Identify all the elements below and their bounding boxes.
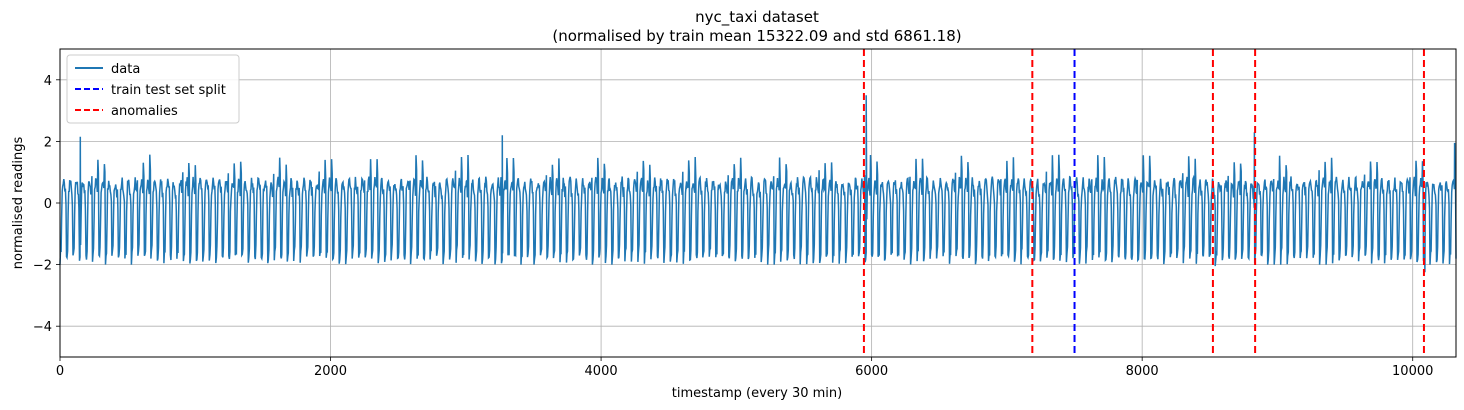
legend-box: [66, 54, 240, 124]
y-tick-label: 4: [44, 74, 52, 89]
axis-ticks: 0 2000 4000 6000 8000 10000 −4 −2 0 2 4: [33, 74, 1434, 379]
vertical-lines: [862, 49, 1425, 357]
legend-label: train test set split: [111, 83, 226, 98]
legend: data train test set split anomalies: [66, 54, 240, 124]
x-tick-label: 6000: [855, 364, 888, 379]
x-tick-label: 4000: [585, 364, 618, 379]
x-tick-label: 2000: [314, 364, 347, 379]
y-tick-label: −2: [33, 259, 52, 274]
x-tick-label: 10000: [1392, 364, 1433, 379]
x-tick-label: 0: [56, 364, 64, 379]
x-axis-label: timestamp (every 30 min): [672, 386, 842, 401]
chart-title-line2: (normalised by train mean 15322.09 and s…: [552, 27, 961, 45]
y-tick-label: 2: [44, 135, 52, 150]
chart-title-line1: nyc_taxi dataset: [695, 8, 819, 27]
x-tick-label: 8000: [1126, 364, 1159, 379]
y-tick-label: −4: [33, 320, 52, 335]
series-line-data: [59, 95, 1457, 273]
plot-area: [59, 95, 1457, 273]
legend-label: data: [111, 62, 140, 77]
legend-label: anomalies: [111, 104, 178, 119]
y-tick-label: 0: [44, 197, 52, 212]
y-axis-label: normalised readings: [11, 137, 26, 270]
